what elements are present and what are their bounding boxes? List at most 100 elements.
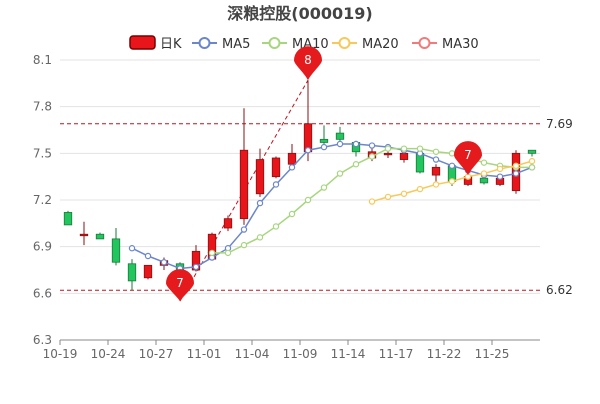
legend-label: MA5 xyxy=(222,37,250,52)
ma-point xyxy=(352,140,360,148)
candle xyxy=(527,149,537,157)
ma-point xyxy=(400,190,408,197)
ma-point xyxy=(320,143,328,151)
x-tick-label: 11-04 xyxy=(235,347,270,361)
y-tick-label: 8.1 xyxy=(33,53,52,67)
x-tick-label: 11-01 xyxy=(187,347,222,361)
ma-point xyxy=(224,249,232,257)
ma-point xyxy=(528,157,536,165)
legend-item-ma20[interactable]: MA20 xyxy=(332,37,399,52)
candle xyxy=(271,156,281,179)
y-tick-label: 7.2 xyxy=(33,193,52,207)
ma-point xyxy=(384,145,392,152)
ma-point xyxy=(496,165,504,173)
legend-swatch-dot xyxy=(268,37,281,49)
pin-label: 7 xyxy=(176,276,184,290)
legend-item-ma30[interactable]: MA30 xyxy=(412,37,479,52)
ma-point xyxy=(368,153,376,160)
candle xyxy=(127,259,137,291)
ma-point xyxy=(240,226,248,233)
x-tick-label: 11-09 xyxy=(283,347,318,361)
candle xyxy=(479,177,489,185)
ma-point xyxy=(432,148,440,155)
y-tick-label: 6.3 xyxy=(33,333,52,347)
ma-point xyxy=(384,193,392,201)
y-tick-label: 6.9 xyxy=(33,240,52,254)
ma-point xyxy=(400,145,408,152)
y-tick-label: 7.5 xyxy=(33,146,52,160)
legend-label: 日K xyxy=(160,37,182,52)
ma-point xyxy=(432,156,440,163)
price-marker-pin: 7 xyxy=(454,141,482,176)
ma-point xyxy=(256,234,264,241)
ma-point xyxy=(336,140,344,148)
candle xyxy=(255,148,265,197)
ma-point xyxy=(288,210,296,218)
pin-shape xyxy=(166,269,194,302)
price-marker-pin: 8 xyxy=(294,46,322,81)
candlestick-series xyxy=(63,80,537,302)
ma-point xyxy=(416,145,424,152)
pin-label: 7 xyxy=(464,148,472,162)
ma-point xyxy=(320,184,328,191)
legend-swatch-dot xyxy=(418,37,431,49)
ma-point xyxy=(256,199,264,207)
ma-point xyxy=(192,263,200,271)
candle-body xyxy=(335,132,345,140)
candle xyxy=(319,125,329,144)
reference-line-label: 7.69 xyxy=(546,117,573,131)
x-tick-label: 10-24 xyxy=(91,347,126,361)
candle xyxy=(223,215,233,232)
ma-point xyxy=(448,178,456,185)
candle xyxy=(79,221,89,246)
price-markers: 8 7 7 xyxy=(166,46,482,302)
candle-body xyxy=(319,138,329,143)
y-axis: 6.3 6.6 6.9 7.2 7.5 7.8 8.1 xyxy=(33,53,52,347)
candle-body xyxy=(63,212,73,226)
ma-point xyxy=(160,259,168,266)
candle-body xyxy=(223,218,233,229)
x-tick-label: 11-14 xyxy=(331,347,366,361)
legend-label: MA20 xyxy=(362,37,399,52)
ma-point xyxy=(128,245,136,252)
legend-swatch-kline xyxy=(129,35,156,50)
candle-body xyxy=(383,152,393,156)
ma-point xyxy=(208,249,216,257)
ma-point xyxy=(352,161,360,168)
ma-point xyxy=(416,185,424,193)
x-tick-label: 11-17 xyxy=(379,347,414,361)
ma-point xyxy=(368,142,376,149)
ma-point xyxy=(336,170,344,177)
price-marker-pin: 7 xyxy=(166,269,194,302)
candle-body xyxy=(287,152,297,165)
x-axis: 10-19 10-24 10-27 11-01 11-04 11-09 11-14 11-17… xyxy=(43,339,540,361)
x-tick-label: 11-22 xyxy=(427,347,462,361)
chart-title: 深粮控股(000019) xyxy=(227,4,372,23)
moving-average-lines xyxy=(128,140,536,272)
candle-body xyxy=(399,152,409,160)
ma-point xyxy=(496,173,504,180)
legend-swatch-dot xyxy=(198,37,211,49)
ma-point xyxy=(528,164,536,171)
grid-lines xyxy=(60,59,540,341)
ma-point xyxy=(512,162,520,169)
x-tick-label: 10-19 xyxy=(43,347,78,361)
candle-body xyxy=(127,263,137,282)
candle xyxy=(63,210,73,226)
legend-item-ma10[interactable]: MA10 xyxy=(262,37,329,52)
candle-body xyxy=(239,149,249,220)
reference-line-label: 6.62 xyxy=(546,283,573,297)
pin-label: 8 xyxy=(304,53,312,67)
ma-point xyxy=(448,162,456,169)
candle xyxy=(143,264,153,280)
ma-point xyxy=(304,147,312,154)
legend[interactable]: 日K MA5 MA10 MA20 MA30 xyxy=(129,35,479,52)
candle xyxy=(111,228,121,266)
legend-label: MA30 xyxy=(442,37,479,52)
ma-point xyxy=(480,159,488,166)
legend-item-ma5[interactable]: MA5 xyxy=(192,37,250,52)
candle-body xyxy=(143,264,153,279)
legend-item-kline[interactable]: 日K xyxy=(129,35,182,52)
